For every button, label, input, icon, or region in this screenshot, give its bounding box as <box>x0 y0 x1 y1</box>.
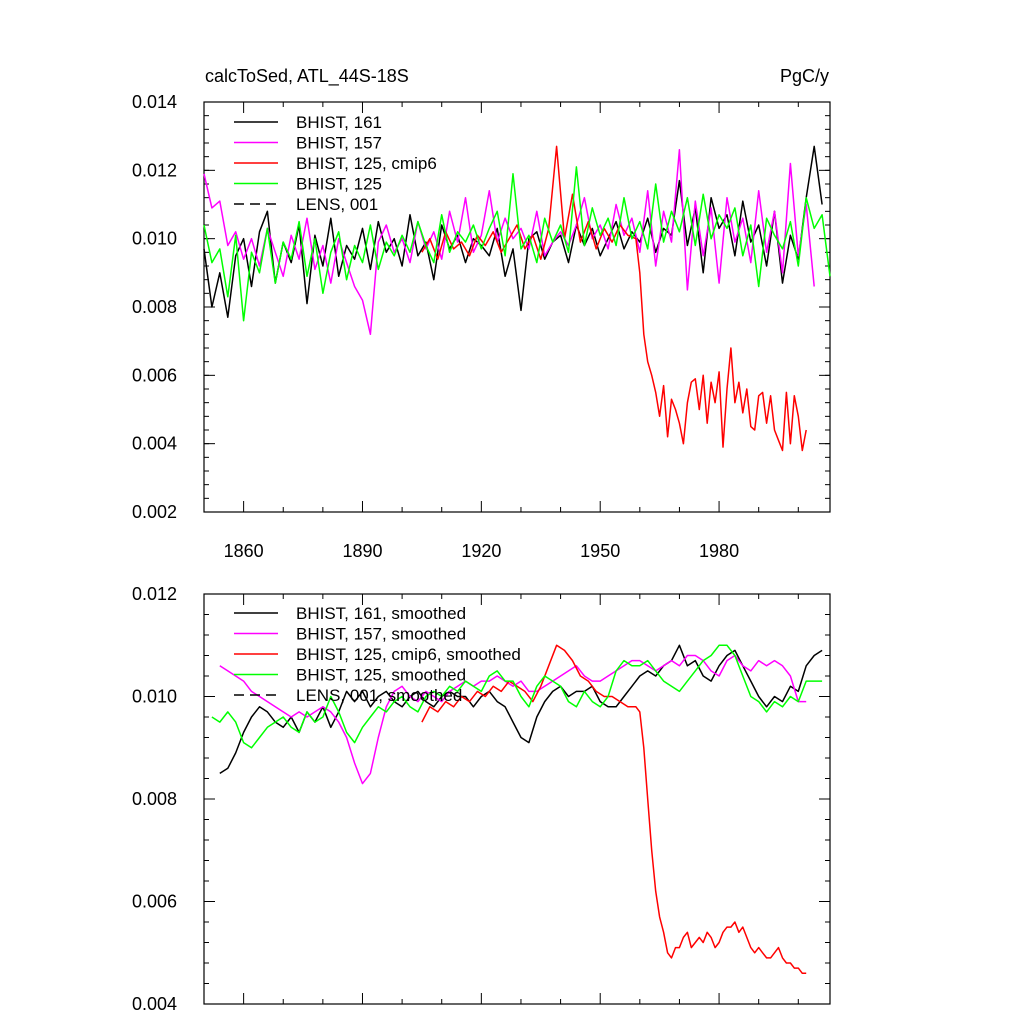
top-series-group <box>203 145 831 452</box>
top-title-right: PgC/y <box>780 66 829 86</box>
bottom-y-tick-label: 0.004 <box>132 994 177 1014</box>
top-ticks <box>204 101 830 513</box>
bottom-panel: 0.004 0.006 0.008 0.010 0.012 BHIST, 161, sm… <box>132 584 831 1014</box>
bottom-legend-label: BHIST, 125, cmip6, smoothed <box>296 645 521 664</box>
bottom-series-group <box>211 644 823 975</box>
top-legend-label: BHIST, 125 <box>296 175 382 194</box>
top-y-tick-label: 0.014 <box>132 92 177 112</box>
top-x-tick-label: 1920 <box>461 541 501 561</box>
bottom-legend-label: BHIST, 157, smoothed <box>296 625 466 644</box>
top-y-tick-label: 0.002 <box>132 502 177 522</box>
bottom-series-line-1 <box>219 654 807 785</box>
bottom-y-tick-label: 0.010 <box>132 687 177 707</box>
bottom-series-line-3 <box>211 644 823 749</box>
bottom-y-tick-label: 0.012 <box>132 584 177 604</box>
top-y-tick-label: 0.004 <box>132 434 177 454</box>
bottom-y-tick-label: 0.008 <box>132 789 177 809</box>
top-x-tick-label: 1860 <box>224 541 264 561</box>
bottom-ticks <box>204 593 830 1005</box>
top-title-left: calcToSed, ATL_44S-18S <box>205 66 409 87</box>
bottom-legend-label: LENS, 001, smoothed <box>296 686 462 705</box>
top-y-tick-label: 0.012 <box>132 160 177 180</box>
top-x-tick-label: 1980 <box>699 541 739 561</box>
top-series-line-2 <box>421 145 807 452</box>
top-x-tick-labels: 1860 1890 1920 1950 1980 <box>224 541 739 561</box>
top-x-tick-label: 1890 <box>342 541 382 561</box>
top-panel: calcToSed, ATL_44S-18S PgC/y 0.0020.0040… <box>132 66 831 561</box>
top-series-line-1 <box>203 149 815 336</box>
top-y-tick-label: 0.006 <box>132 365 177 385</box>
bottom-legend-label: BHIST, 161, smoothed <box>296 604 466 623</box>
top-legend-label: BHIST, 157 <box>296 134 382 153</box>
top-y-tick-label: 0.010 <box>132 229 177 249</box>
top-x-tick-label: 1950 <box>580 541 620 561</box>
bottom-legend-label: BHIST, 125, smoothed <box>296 666 466 685</box>
bottom-series-line-2 <box>421 644 807 975</box>
bottom-series-line-0 <box>219 644 823 775</box>
top-series-line-3 <box>203 166 831 322</box>
bottom-legend: BHIST, 161, smoothed BHIST, 157, smoothed… <box>234 604 521 705</box>
top-y-tick-labels: 0.002 0.004 0.006 0.008 0.010 0.012 0.014 <box>132 92 177 522</box>
top-legend-label: BHIST, 125, cmip6 <box>296 154 437 173</box>
top-legend-label: LENS, 001 <box>296 195 378 214</box>
bottom-y-tick-label: 0.006 <box>132 892 177 912</box>
top-legend-label: BHIST, 161 <box>296 113 382 132</box>
top-series-line-0 <box>203 145 823 319</box>
bottom-y-tick-labels: 0.004 0.006 0.008 0.010 0.012 <box>132 584 177 1014</box>
top-y-tick-label: 0.008 <box>132 297 177 317</box>
